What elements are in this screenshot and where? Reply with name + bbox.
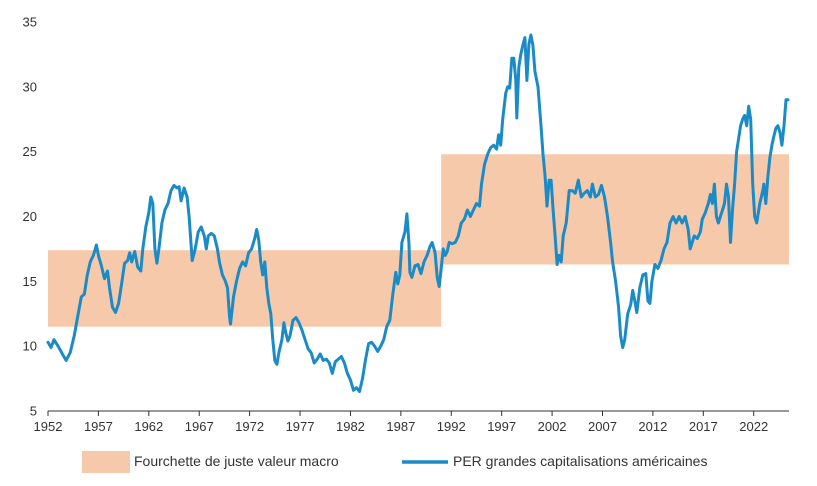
x-tick-label: 1987 [386, 419, 415, 434]
x-tick-label: 1977 [286, 419, 315, 434]
pe-series-line [46, 33, 790, 394]
x-tick-label: 1982 [336, 419, 365, 434]
x-tick-label: 2017 [689, 419, 718, 434]
x-tick-label: 2022 [739, 419, 768, 434]
legend: Fourchette de juste valeur macro PER gra… [82, 451, 707, 473]
x-tick-label: 2007 [588, 419, 617, 434]
legend-line-label: PER grandes capitalisations américaines [453, 453, 707, 469]
x-tick-label: 1957 [84, 419, 113, 434]
x-tick-label: 1992 [437, 419, 466, 434]
y-tick-label: 25 [23, 144, 37, 159]
y-tick-label: 5 [30, 404, 37, 419]
y-tick-label: 30 [23, 79, 37, 94]
line-layer [46, 33, 790, 394]
y-tick-labels: 5 10 15 20 25 30 35 [23, 15, 37, 419]
legend-band-label: Fourchette de juste valeur macro [134, 453, 339, 469]
y-tick-label: 10 [23, 339, 37, 354]
fair-value-band-segment [48, 250, 442, 327]
y-tick-label: 20 [23, 209, 37, 224]
x-tick-label: 1967 [185, 419, 214, 434]
fair-value-band-segment [441, 154, 789, 265]
x-tick-label: 1997 [487, 419, 516, 434]
x-tick-label: 2012 [638, 419, 667, 434]
y-tick-label: 35 [23, 15, 37, 30]
x-tick-labels: 1952 1957 1962 1967 1972 1977 1982 1987 1992 1997… [34, 411, 768, 434]
y-tick-label: 15 [23, 274, 37, 289]
x-tick-label: 1972 [235, 419, 264, 434]
x-tick-label: 2002 [538, 419, 567, 434]
x-tick-label: 1952 [34, 419, 63, 434]
x-tick-label: 1962 [134, 419, 163, 434]
legend-band-swatch [82, 451, 130, 473]
